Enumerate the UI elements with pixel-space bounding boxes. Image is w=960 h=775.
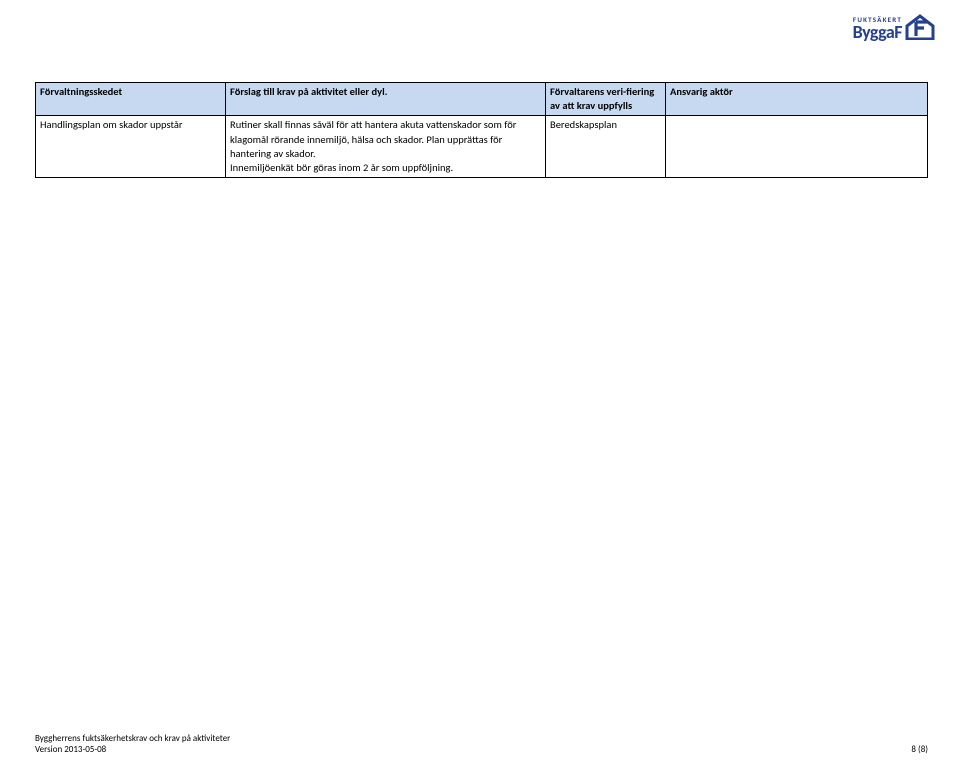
footer: Byggherrens fuktsäkerhetskrav och krav p… [35, 733, 928, 755]
house-f-icon [905, 14, 935, 40]
header-stage: Förvaltningsskedet [36, 83, 226, 116]
logo-title: ByggaF [853, 24, 902, 40]
table-header-row: Förvaltningsskedet Förslag till krav på … [36, 83, 928, 116]
main-table-container: Förvaltningsskedet Förslag till krav på … [35, 82, 928, 178]
header-verification: Förvaltarens veri-fiering av att krav up… [546, 83, 666, 116]
footer-title: Byggherrens fuktsäkerhetskrav och krav p… [35, 733, 928, 744]
header-proposal: Förslag till krav på aktivitet eller dyl… [226, 83, 546, 116]
logo: FUKTSÄKERT ByggaF [853, 14, 935, 40]
requirements-table: Förvaltningsskedet Förslag till krav på … [35, 82, 928, 178]
page-number: 8 (8) [911, 744, 928, 755]
cell-stage: Handlingsplan om skador uppstår [36, 116, 226, 178]
proposal-paragraph-2: Innemiljöenkät bör göras inom 2 år som u… [230, 161, 541, 175]
header-responsible: Ansvarig aktör [666, 83, 928, 116]
footer-version: Version 2013-05-08 [35, 744, 928, 755]
cell-proposal: Rutiner skall finnas såväl för att hante… [226, 116, 546, 178]
cell-responsible [666, 116, 928, 178]
cell-verification: Beredskapsplan [546, 116, 666, 178]
table-row: Handlingsplan om skador uppstår Rutiner … [36, 116, 928, 178]
proposal-paragraph-1: Rutiner skall finnas såväl för att hante… [230, 118, 541, 161]
